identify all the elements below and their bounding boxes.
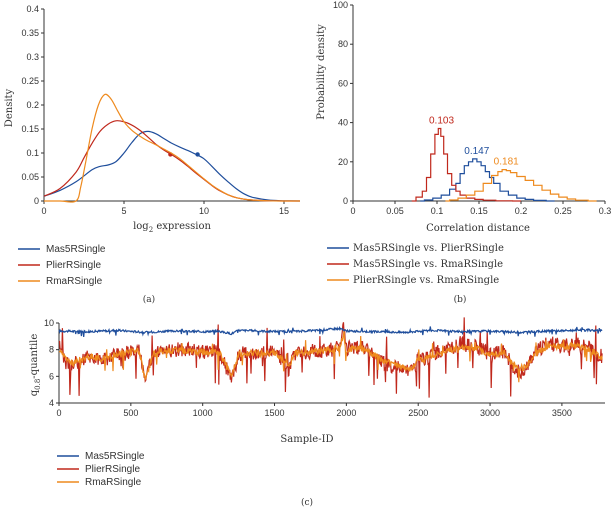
panel-a-label: (a)	[143, 294, 155, 305]
panel-c-series-RmaRSingle	[58, 330, 603, 383]
panel-b-series-PlierRSingle vs. RmaRSingle	[445, 169, 597, 202]
panel-a-y-tick-label: 0	[34, 196, 39, 206]
panel-b-x-tick-label: 0.1	[431, 206, 444, 216]
panel-b-x-tick-label: 0.05	[386, 206, 404, 216]
panel-c-x-tick-label: 1500	[265, 408, 285, 418]
panel-a-density-chart: Density log2 expression 0 5 10 15 0 0.05 0.1 0.…	[4, 4, 301, 305]
panel-b-y-tick-label: 40	[338, 118, 348, 128]
panel-b-y-tick-label: 60	[338, 78, 348, 88]
panel-b-y-tick-label: 0	[343, 196, 348, 206]
panel-b-legend-label: PlierRSingle vs. RmaRSingle	[353, 275, 499, 286]
panel-b-x-tick-label: 0.3	[599, 206, 612, 216]
panel-a-legend-label: Mas5RSingle	[46, 244, 106, 255]
panel-c-y-tick-label: 8	[49, 345, 54, 355]
panel-b-x-tick-label: 0.25	[554, 206, 572, 216]
panel-b-x-tick-label: 0.15	[470, 206, 488, 216]
panel-a-legend: Mas5RSingle PlierRSingle RmaRSingle	[18, 244, 106, 287]
panel-a-y-tick-label: 0.15	[21, 124, 39, 134]
panel-b-peak-label: 0.103	[429, 115, 454, 126]
panel-b-x-tick-label: 0	[350, 206, 355, 216]
panel-c-x-label: Sample-ID	[280, 434, 333, 445]
panel-c-x-tick-label: 0	[56, 408, 61, 418]
panel-a-legend-label: PlierRSingle	[46, 260, 101, 271]
panel-a-y-tick-label: 0.05	[21, 172, 39, 182]
panel-c-y-label: q0.8-quantile	[29, 334, 42, 397]
panel-b-legend-label: Mas5RSingle vs. PlierRSingle	[353, 243, 504, 254]
panel-c-legend-label: Mas5RSingle	[85, 451, 145, 462]
panel-a-x-tick-label: 5	[121, 206, 126, 216]
panel-c-x-tick-label: 500	[123, 408, 138, 418]
panel-a-y-tick-label: 0.1	[26, 148, 39, 158]
panel-b-x-label: Correlation distance	[426, 223, 530, 234]
panel-b-histogram-chart: Probability density Correlation distance…	[316, 0, 611, 305]
panel-c-y-tick-label: 6	[49, 371, 54, 381]
panel-c-label: (c)	[301, 497, 313, 508]
panel-a-x-tick-label: 10	[199, 206, 209, 216]
panel-c-y-tick-label: 10	[44, 318, 54, 328]
panel-c-series-Mas5RSingle	[58, 325, 603, 337]
panel-c-x-tick-label: 1000	[193, 408, 213, 418]
panel-c-x-tick-label: 3500	[552, 408, 572, 418]
panel-b-legend-label: Mas5RSingle vs. RmaRSingle	[353, 259, 503, 270]
panel-c-y-tick-label: 4	[49, 398, 54, 408]
panel-a-legend-label: RmaRSingle	[46, 276, 103, 287]
panel-b-x-tick-label: 0.2	[515, 206, 528, 216]
panel-c-quantile-chart: q0.8-quantile Sample-ID 0 500 1000 1500 2000…	[29, 317, 605, 508]
panel-a-y-tick-label: 0.3	[26, 52, 39, 62]
panel-c-x-tick-label: 2500	[408, 408, 428, 418]
panel-c-legend: Mas5RSingle PlierRSingle RmaRSingle	[57, 451, 145, 488]
panel-b-series-Mas5RSingle vs. PlierRSingle	[420, 158, 555, 202]
panel-b-label: (b)	[454, 294, 467, 305]
panel-a-marker-Mas5RSingle	[195, 152, 200, 157]
panel-b-peak-label: 0.147	[464, 146, 489, 157]
panel-b-series-Mas5RSingle vs. RmaRSingle	[411, 127, 521, 202]
panel-a-y-tick-label: 0.2	[26, 100, 39, 110]
panel-a-y-tick-label: 0.35	[21, 28, 39, 38]
panel-b-y-tick-label: 20	[338, 157, 348, 167]
panel-c-legend-label: PlierRSingle	[85, 464, 140, 475]
panel-c-series-PlierRSingle	[58, 317, 603, 398]
panel-a-y-tick-label: 0.25	[21, 76, 39, 86]
panel-b-peak-label: 0.181	[494, 157, 519, 168]
panel-a-y-label: Density	[4, 88, 15, 127]
panel-a-x-label: log2 expression	[133, 221, 211, 234]
panel-a-series-RmaRSingle	[44, 93, 300, 203]
panel-c-legend-label: RmaRSingle	[85, 477, 142, 488]
panel-b-y-tick-label: 100	[333, 0, 348, 10]
panel-a-series-Mas5RSingle	[43, 130, 301, 202]
panel-b-y-label: Probability density	[316, 24, 327, 120]
panel-a-x-tick-label: 0	[41, 206, 46, 216]
panel-b-legend: Mas5RSingle vs. PlierRSingle Mas5RSingle …	[327, 243, 504, 286]
panel-b-y-tick-label: 80	[338, 39, 348, 49]
panel-c-x-tick-label: 3000	[480, 408, 500, 418]
panel-c-x-tick-label: 2000	[336, 408, 356, 418]
panel-a-y-tick-label: 0.4	[26, 4, 39, 14]
panel-a-series-PlierRSingle	[43, 120, 300, 202]
panel-a-x-tick-label: 15	[279, 206, 289, 216]
